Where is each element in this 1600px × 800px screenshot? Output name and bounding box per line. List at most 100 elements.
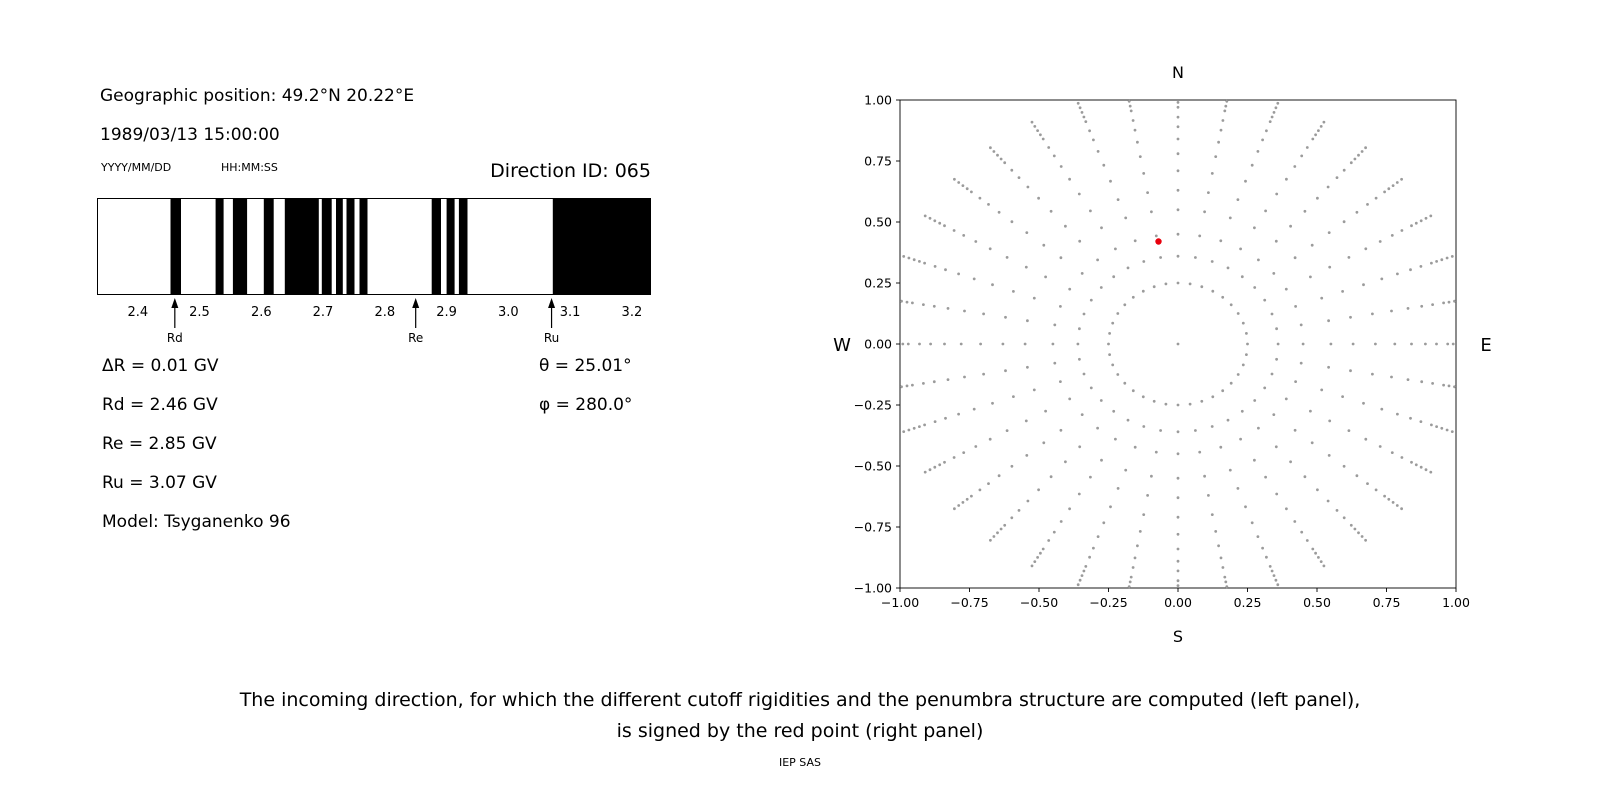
direction-grid-dot <box>1390 234 1394 237</box>
direction-grid-dot <box>1108 332 1111 335</box>
direction-grid-dot <box>1383 494 1386 498</box>
direction-grid-dot <box>1221 295 1225 299</box>
direction-grid-dot <box>1390 375 1393 379</box>
direction-grid-dot <box>1214 530 1218 533</box>
direction-grid-dot <box>918 425 921 428</box>
model-label: Model: Tsyganenko 96 <box>102 512 291 532</box>
rigidity-tick-label: 3.1 <box>560 305 581 320</box>
direction-grid-dot <box>1383 190 1386 194</box>
direction-grid-dot <box>1041 137 1045 141</box>
direction-grid-dot <box>1396 412 1399 416</box>
direction-grid-dot <box>965 187 969 191</box>
direction-grid-dot <box>1274 445 1278 449</box>
direction-grid-dot <box>1176 569 1180 573</box>
direction-grid-dot <box>1127 99 1131 103</box>
direction-grid-dot <box>1341 290 1344 293</box>
y-tick-label: −0.75 <box>854 520 892 535</box>
direction-grid-dot <box>943 342 946 346</box>
allowed-band <box>552 199 651 294</box>
theta-value: θ = 25.01° <box>539 356 632 376</box>
allowed-band <box>215 199 224 294</box>
direction-grid-dot <box>1047 146 1051 149</box>
direction-grid-dot <box>1142 425 1146 428</box>
direction-grid-dot <box>1414 221 1418 225</box>
direction-grid-dot <box>1211 289 1215 293</box>
direction-grid-dot <box>1223 109 1227 113</box>
direction-grid-dot <box>911 383 914 387</box>
direction-grid-dot <box>1112 409 1116 413</box>
direction-grid-dot <box>1109 179 1112 183</box>
direction-grid-dot <box>905 384 909 388</box>
direction-grid-dot <box>1225 99 1229 103</box>
direction-grid-dot <box>929 342 932 346</box>
direction-grid-dot <box>1445 256 1449 260</box>
direction-grid-dot <box>923 214 927 218</box>
direction-grid-dot <box>1109 505 1112 509</box>
direction-grid-dot <box>918 342 921 346</box>
direction-grid-dot <box>1068 287 1072 291</box>
direction-grid-dot <box>1052 154 1056 158</box>
direction-grid-dot <box>1049 475 1053 479</box>
direction-grid-dot <box>1176 452 1180 456</box>
direction-grid-dot <box>1435 425 1438 428</box>
direction-grid-dot <box>1053 323 1057 327</box>
direction-grid-dot <box>1194 256 1197 259</box>
compass-north-label: N <box>1172 63 1184 82</box>
direction-grid-dot <box>1364 437 1368 441</box>
direction-grid-dot <box>1078 445 1082 449</box>
direction-grid-dot <box>1366 482 1369 485</box>
direction-grid-dot <box>1128 104 1132 108</box>
direction-grid-dot <box>1347 256 1351 259</box>
rigidity-tick-label: 2.5 <box>189 305 210 320</box>
direction-grid-dot <box>1176 169 1180 173</box>
direction-grid-dot <box>1099 399 1103 402</box>
direction-grid-dot <box>1033 560 1037 563</box>
direction-grid-dot <box>1176 476 1180 480</box>
direction-grid-dot <box>1107 342 1110 346</box>
x-tick-label: −0.50 <box>1020 595 1058 610</box>
direction-grid-dot <box>1226 418 1230 422</box>
direction-grid-dot <box>1030 120 1034 124</box>
allowed-band <box>446 199 455 294</box>
direction-grid-dot <box>1328 265 1332 269</box>
direction-grid-dot <box>1082 569 1086 573</box>
direction-grid-dot <box>1126 266 1130 270</box>
direction-grid-dot <box>1250 163 1254 167</box>
direction-grid-dot <box>1188 282 1192 286</box>
direction-grid-dot <box>1111 321 1115 325</box>
direction-grid-dot <box>1037 488 1040 492</box>
direction-grid-dot <box>988 247 992 251</box>
direction-grid-dot <box>1263 386 1267 390</box>
direction-grid-dot <box>957 504 961 507</box>
direction-grid-dot <box>1176 105 1180 109</box>
direction-grid-dot <box>1410 224 1413 228</box>
delta-r-value: ΔR = 0.01 GV <box>102 356 219 376</box>
direction-grid-dot <box>996 153 999 157</box>
direction-grid-dot <box>1289 460 1292 464</box>
direction-grid-dot <box>961 184 965 187</box>
direction-grid-dot <box>1127 585 1131 589</box>
direction-grid-dot <box>1301 342 1305 346</box>
direction-grid-dot <box>982 312 985 316</box>
direction-grid-dot <box>1349 161 1353 165</box>
direction-grid-dot <box>1322 120 1326 124</box>
direction-grid-dot <box>999 157 1003 161</box>
direction-grid-dot <box>1221 119 1225 122</box>
direction-grid-dot <box>943 460 946 464</box>
direction-grid-dot <box>952 456 956 459</box>
direction-grid-dot <box>1431 303 1434 306</box>
direction-grid-dot <box>944 416 947 420</box>
direction-grid-dot <box>991 283 994 287</box>
direction-grid-dot <box>1039 551 1042 555</box>
direction-grid-dot <box>1133 445 1137 449</box>
direction-grid-dot <box>1406 378 1410 381</box>
direction-grid-dot <box>1082 372 1086 376</box>
direction-grid-dot <box>1114 247 1117 251</box>
direction-grid-dot <box>1236 312 1240 315</box>
direction-grid-dot <box>1342 464 1346 468</box>
direction-grid-dot <box>1420 304 1424 308</box>
direction-grid-dot <box>1026 185 1030 189</box>
direction-grid-dot <box>1042 441 1046 445</box>
direction-grid-dot <box>957 272 960 276</box>
direction-grid-dot <box>933 265 937 268</box>
